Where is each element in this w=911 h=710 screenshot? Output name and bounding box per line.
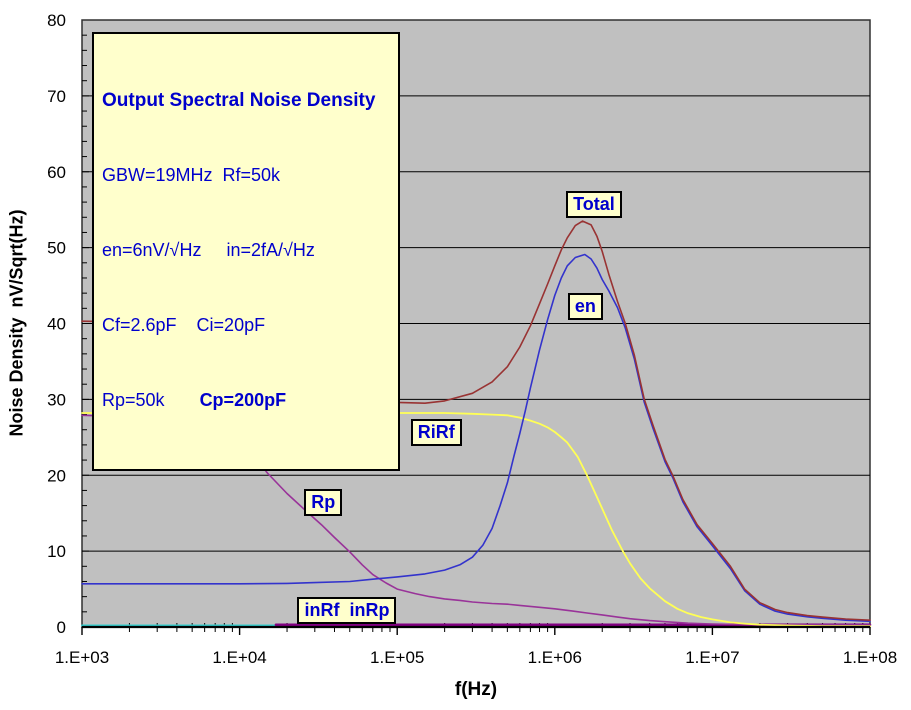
y-tick-label: 20 [47,466,66,485]
parameter-line: Cf=2.6pF Ci=20pF [102,315,266,335]
curve-label-en: en [567,293,603,321]
y-tick-label: 30 [47,390,66,409]
x-tick-label: 1.E+08 [843,648,897,667]
y-tick-label: 0 [57,618,66,637]
y-tick-label: 70 [47,87,66,106]
parameter-line: en=6nV/√Hz in=2fA/√Hz [102,240,315,260]
x-tick-label: 1.E+03 [55,648,109,667]
parameter-box: Output Spectral Noise Density GBW=19MHz … [92,32,400,471]
curve-label-RiRf: RiRf [410,419,462,447]
y-axis-title: Noise Density nV/Sqrt(Hz) [6,209,27,437]
x-tick-label: 1.E+05 [370,648,424,667]
y-tick-label: 60 [47,163,66,182]
parameter-text: Rp=50k [102,390,200,410]
y-tick-label: 50 [47,239,66,258]
parameter-text-bold: Cp=200pF [199,390,287,410]
x-tick-label: 1.E+04 [212,648,266,667]
y-tick-label: 40 [47,315,66,334]
curve-label-Rp: Rp [304,488,343,516]
chart-title: Output Spectral Noise Density [102,90,376,111]
y-tick-label: 10 [47,542,66,561]
y-tick-label: 80 [47,11,66,30]
x-tick-label: 1.E+06 [528,648,582,667]
x-axis-title: f(Hz) [454,679,498,700]
x-tick-label: 1.E+07 [685,648,739,667]
parameter-line: Rp=50k Cp=200pF [102,388,390,413]
curve-label-Total: Total [566,190,622,218]
curve-label-inRf: inRf inRp [297,597,397,625]
curve-en [81,253,871,623]
parameter-line: GBW=19MHz Rf=50k [102,165,281,185]
curve-RiRf [81,412,871,628]
